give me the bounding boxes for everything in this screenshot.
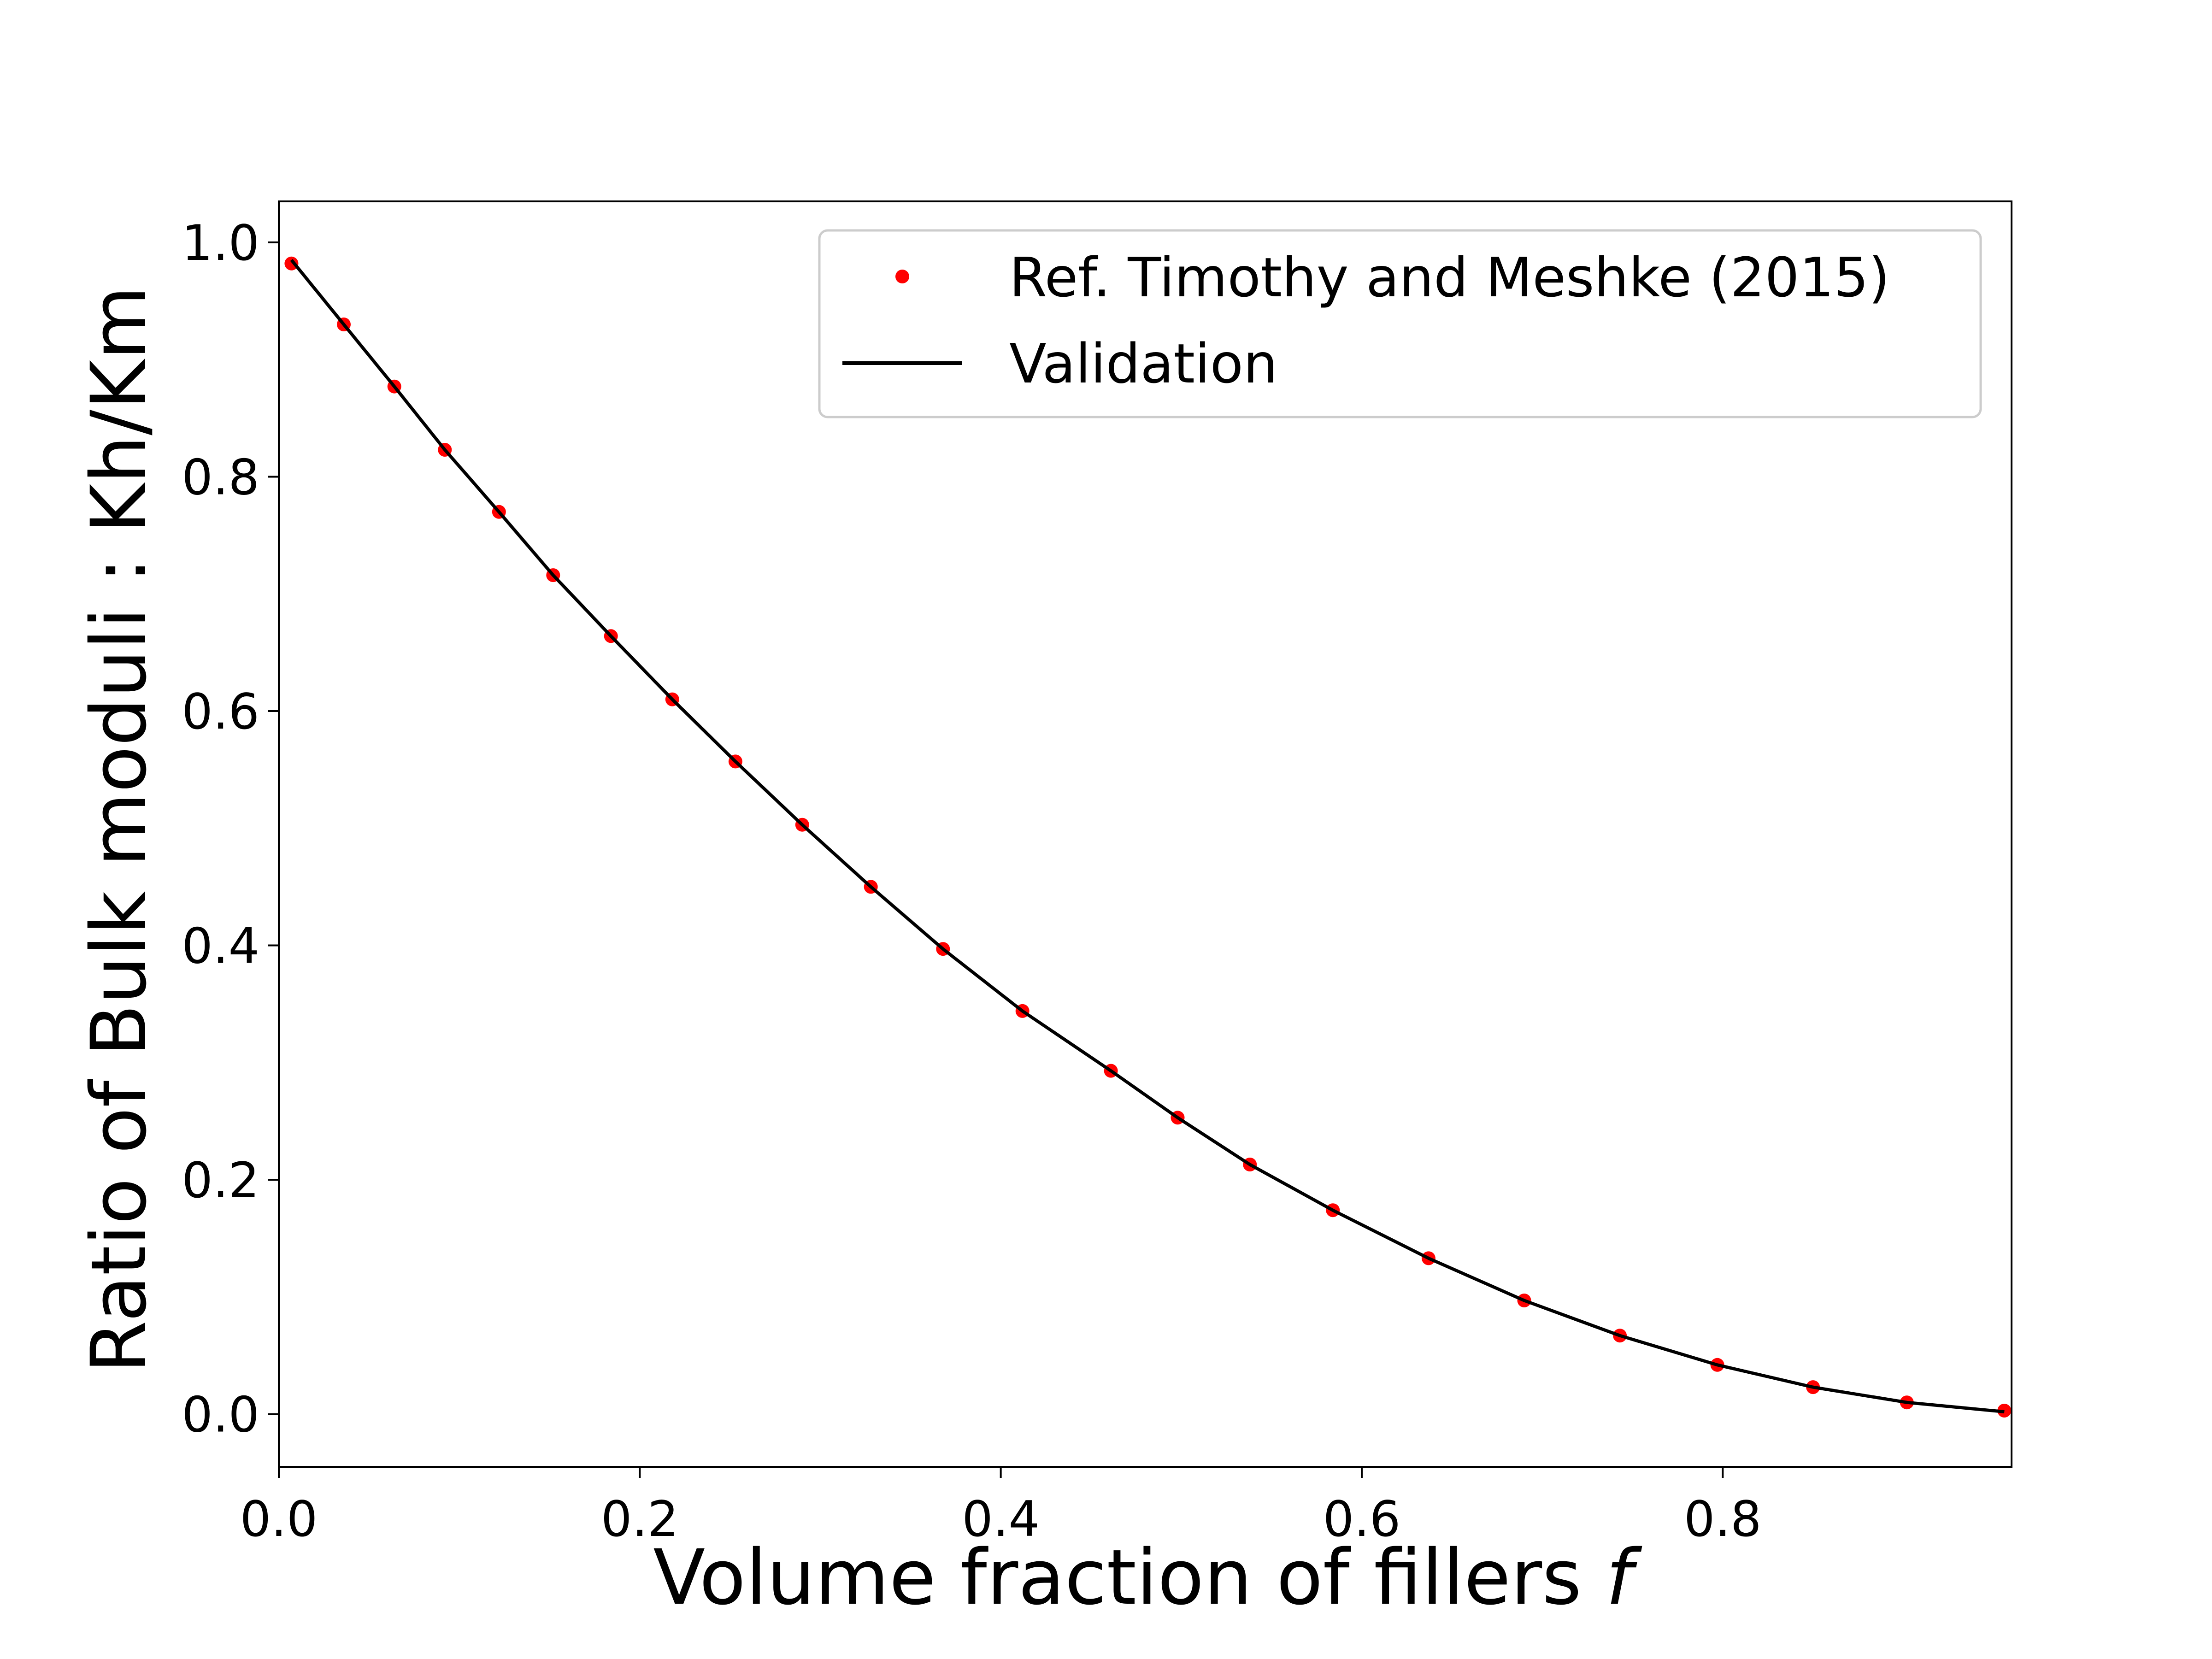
legend-marker-reference-point xyxy=(895,270,909,283)
y-axis-label: Ratio of Bulk moduli : Kh/Km xyxy=(75,286,163,1373)
reference-point xyxy=(284,256,299,271)
validation-line xyxy=(290,259,2005,1413)
y-tick-label: 0.4 xyxy=(182,918,259,975)
legend-label-validation: Validation xyxy=(1009,332,1278,395)
legend: Ref. Timothy and Meshke (2015) Validatio… xyxy=(818,229,1982,418)
axes: 0.0 0.2 0.4 0.6 0.8 0.0 0.2 0.4 0.6 0.8 1.0 xyxy=(182,200,2012,1547)
axes-frame xyxy=(278,200,2012,1468)
legend-frame xyxy=(818,229,1982,418)
x-tick-label: 0.2 xyxy=(601,1491,679,1547)
y-tick-label: 0.2 xyxy=(182,1152,259,1209)
y-tick-label: 1.0 xyxy=(182,215,259,271)
x-tick-label: 0.6 xyxy=(1323,1491,1401,1547)
x-tick-label: 0.0 xyxy=(240,1491,318,1547)
x-tick-label: 0.8 xyxy=(1684,1491,1762,1547)
y-tick-label: 0.0 xyxy=(182,1387,259,1443)
x-axis-label: Volume fraction of fillers f xyxy=(653,1533,1642,1622)
plot-area xyxy=(284,256,2012,1418)
x-tick-label: 0.4 xyxy=(962,1491,1040,1547)
y-tick-label: 0.6 xyxy=(182,683,259,740)
legend-label-reference: Ref. Timothy and Meshke (2015) xyxy=(1009,246,1890,309)
y-tick-label: 0.8 xyxy=(182,449,259,506)
